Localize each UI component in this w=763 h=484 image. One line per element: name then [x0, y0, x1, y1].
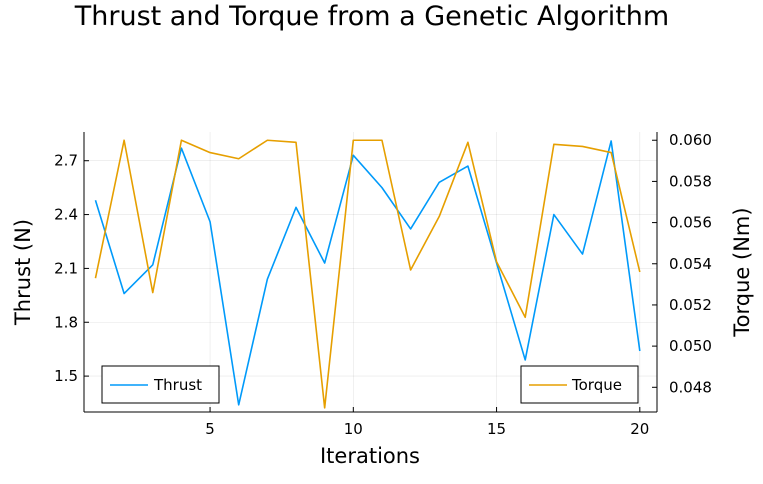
- y-left-tick-label: 2.4: [54, 206, 78, 224]
- x-tick-label: 15: [487, 420, 506, 438]
- y-right-tick-label: 0.048: [669, 378, 712, 396]
- y-left-tick-label: 1.5: [54, 367, 78, 385]
- x-tick-label: 5: [205, 420, 215, 438]
- legend-torque-label: Torque: [571, 376, 622, 394]
- chart-title: Thrust and Torque from a Genetic Algorit…: [74, 1, 669, 32]
- y-right-tick-label: 0.054: [669, 255, 712, 273]
- y-left-tick-label: 1.8: [54, 313, 78, 331]
- y-axis-left-label: Thrust (N): [11, 219, 35, 326]
- y-left-tick-label: 2.7: [54, 152, 78, 170]
- series-line-torque: [94, 139, 641, 409]
- y-left-tick-label: 2.1: [54, 259, 78, 277]
- y-right-tick-label: 0.052: [669, 296, 712, 314]
- y-right-tick-label: 0.058: [669, 172, 712, 190]
- x-ticks: 5 10 15 20: [205, 407, 649, 438]
- y-right-tick-label: 0.056: [669, 214, 712, 232]
- x-tick-label: 20: [630, 420, 649, 438]
- y-axis-right-label: Torque (Nm): [730, 207, 754, 337]
- legend-thrust-box: [101, 365, 220, 404]
- x-axis-label: Iterations: [320, 444, 420, 468]
- legend-thrust-label: Thrust: [153, 376, 202, 394]
- y-right-tick-label: 0.060: [669, 131, 712, 149]
- y-right-ticks: 0.048 0.050 0.052 0.054 0.056 0.058 0.060: [652, 131, 712, 396]
- series-lines: [94, 139, 641, 409]
- legend-thrust: Thrust: [101, 365, 220, 404]
- series-line-thrust: [94, 140, 641, 406]
- legend-torque: Torque: [520, 365, 639, 404]
- x-tick-label: 10: [344, 420, 363, 438]
- y-left-ticks: 1.5 1.8 2.1 2.4 2.7: [54, 152, 89, 385]
- y-right-tick-label: 0.050: [669, 337, 712, 355]
